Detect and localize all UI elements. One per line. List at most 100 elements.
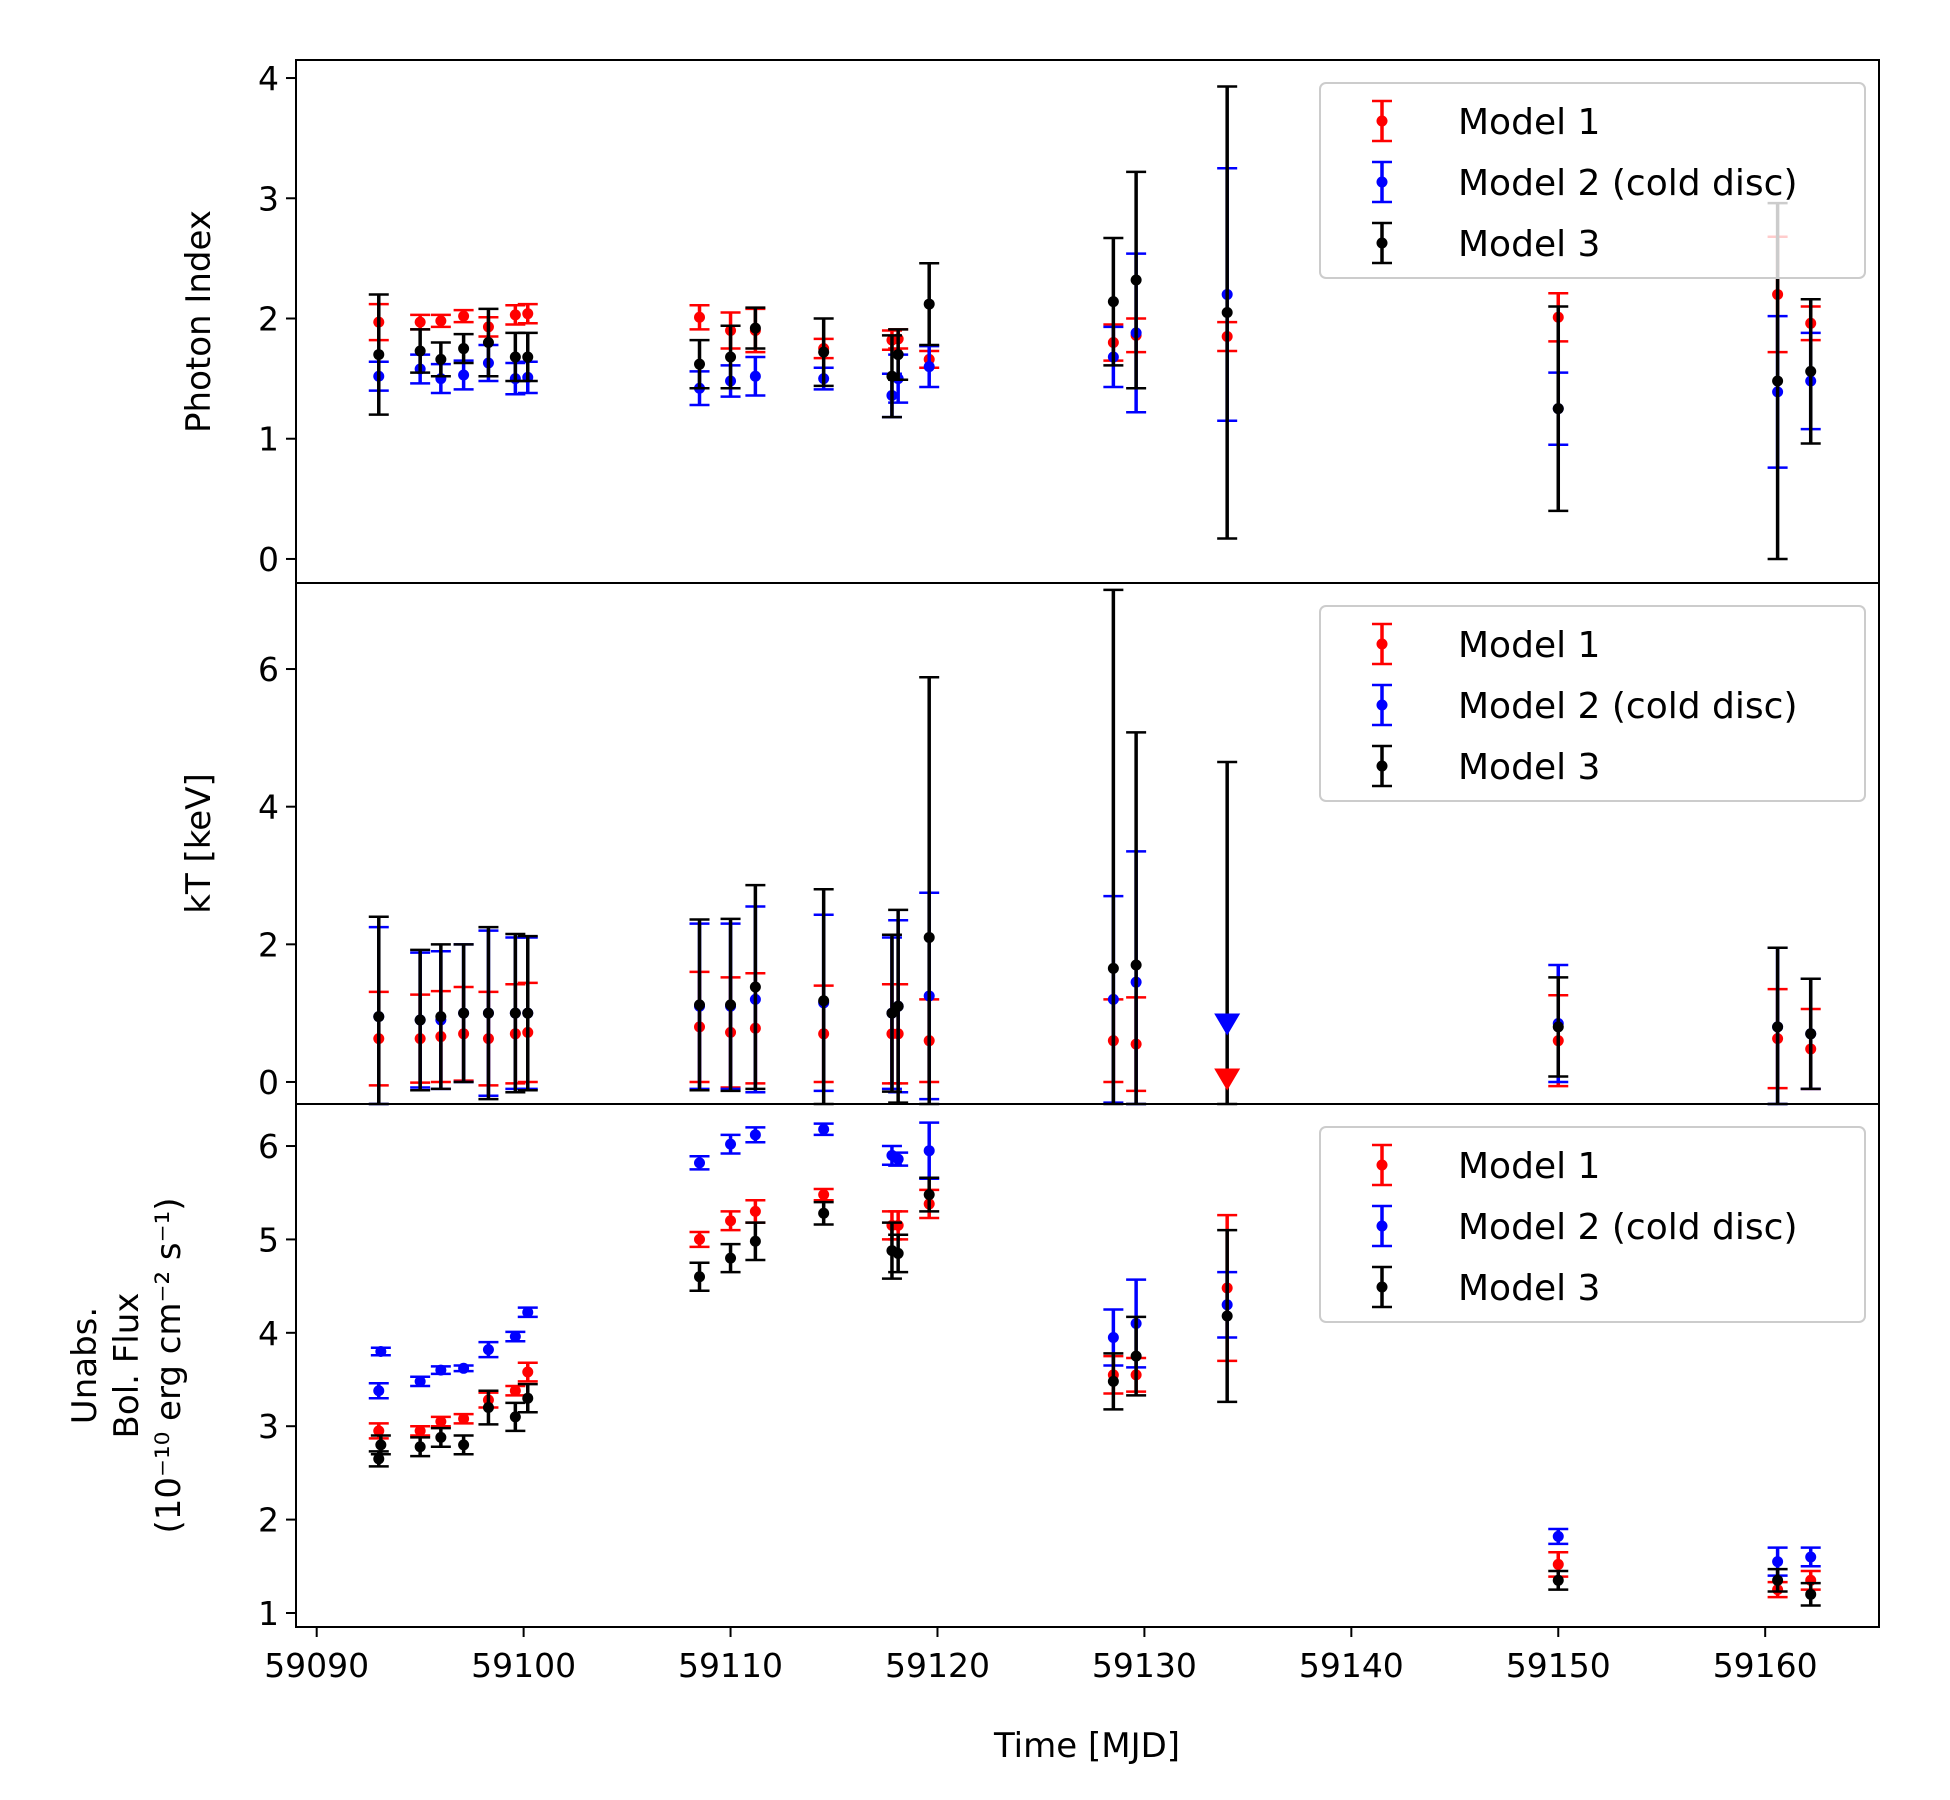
data-point xyxy=(1221,1310,1233,1322)
legend-label: Model 2 (cold disc) xyxy=(1458,686,1798,727)
legend-marker xyxy=(1376,1159,1388,1171)
data-point xyxy=(694,358,706,370)
data-point xyxy=(1221,306,1233,318)
panel-flux: 1 2 3 4 5 6 Unabs. Bol. Flux (10⁻¹⁰ erg cm⁻² s⁻¹… xyxy=(65,1103,1880,1685)
data-point xyxy=(522,1366,534,1378)
x-tick-label: 59130 xyxy=(1092,1646,1197,1685)
data-point xyxy=(458,310,470,322)
data-point xyxy=(435,1011,447,1023)
data-point xyxy=(373,1011,385,1023)
data-point xyxy=(1805,1028,1817,1040)
data-point xyxy=(375,1439,387,1451)
data-point xyxy=(694,999,706,1011)
data-point xyxy=(414,316,426,328)
data-point xyxy=(749,370,761,382)
data-point xyxy=(1552,1558,1564,1570)
data-point xyxy=(818,346,830,358)
y-tick-label: 0 xyxy=(258,540,279,579)
data-point xyxy=(375,1345,387,1357)
chart-panels: 0 1 2 3 4 Photon Index Model 1 Model 2 (cold di… xyxy=(65,59,1880,1685)
x-tick-label: 59140 xyxy=(1299,1646,1404,1685)
data-point xyxy=(725,1252,737,1264)
data-point xyxy=(818,995,830,1007)
data-point xyxy=(1107,1331,1119,1343)
legend-marker xyxy=(1376,1220,1388,1232)
legend-label: Model 1 xyxy=(1458,102,1600,143)
data-point xyxy=(923,1145,935,1157)
data-point xyxy=(482,1402,494,1414)
data-point xyxy=(509,1331,521,1343)
legend-label: Model 2 (cold disc) xyxy=(1458,163,1798,204)
data-point xyxy=(414,1375,426,1387)
y-axis-label: kT [keV] xyxy=(179,773,219,913)
y-tick-label: 3 xyxy=(258,179,279,218)
data-point xyxy=(923,1189,935,1201)
data-point xyxy=(522,351,534,363)
legend-marker xyxy=(1376,638,1388,650)
y-axis-label: Photon Index xyxy=(179,210,219,433)
data-point xyxy=(373,1385,385,1397)
series-model-3 xyxy=(368,588,1821,1106)
data-point xyxy=(482,337,494,349)
data-point xyxy=(435,1364,447,1376)
data-point xyxy=(522,1392,534,1404)
legend-label: Model 1 xyxy=(1458,625,1600,666)
y-tick-label: 2 xyxy=(258,299,279,338)
legend-label: Model 1 xyxy=(1458,1146,1600,1187)
data-point xyxy=(1552,1574,1564,1586)
data-point xyxy=(923,298,935,310)
data-point xyxy=(414,345,426,357)
data-point xyxy=(892,349,904,361)
legend: Model 1 Model 2 (cold disc) Model 3 xyxy=(1319,1126,1866,1323)
data-point xyxy=(509,1007,521,1019)
legend-marker xyxy=(1376,237,1388,249)
y-axis-label: Bol. Flux xyxy=(107,1293,147,1439)
data-point xyxy=(1772,1021,1784,1033)
data-point xyxy=(749,1129,761,1141)
y-tick-label: 5 xyxy=(258,1220,279,1259)
data-point xyxy=(1107,296,1119,308)
panel-photon: 0 1 2 3 4 Photon Index Model 1 Model 2 (cold di… xyxy=(179,59,1880,584)
legend: Model 1 Model 2 (cold disc) Model 3 xyxy=(1319,605,1866,802)
series-model-1 xyxy=(368,970,1821,1093)
y-tick-label: 4 xyxy=(258,59,279,98)
data-point xyxy=(818,1207,830,1219)
data-point xyxy=(414,1425,426,1437)
data-point xyxy=(1805,1551,1817,1563)
y-tick-label: 4 xyxy=(258,788,279,827)
data-point xyxy=(1772,1574,1784,1586)
data-point xyxy=(435,1416,447,1428)
x-tick-label: 59150 xyxy=(1506,1646,1611,1685)
series-model-3 xyxy=(368,1176,1821,1607)
y-tick-label: 2 xyxy=(258,925,279,964)
y-tick-label: 3 xyxy=(258,1407,279,1446)
data-point xyxy=(1805,365,1817,377)
data-point xyxy=(414,1441,426,1453)
data-point xyxy=(509,1385,521,1397)
legend-box xyxy=(1319,605,1866,802)
y-tick-label: 1 xyxy=(258,420,279,459)
data-point xyxy=(509,1411,521,1423)
x-tick-label: 59110 xyxy=(678,1646,783,1685)
data-point xyxy=(522,1306,534,1318)
data-point xyxy=(509,351,521,363)
data-point xyxy=(694,1233,706,1245)
data-point xyxy=(694,1157,706,1169)
data-point xyxy=(458,369,470,381)
data-point xyxy=(373,349,385,361)
data-point xyxy=(509,309,521,321)
data-point xyxy=(749,981,761,993)
data-point xyxy=(1772,375,1784,387)
y-tick-label: 4 xyxy=(258,1314,279,1353)
data-point xyxy=(1552,1530,1564,1542)
data-point xyxy=(1107,1375,1119,1387)
legend-label: Model 3 xyxy=(1458,747,1600,788)
data-point xyxy=(522,1007,534,1019)
x-axis-label: Time [MJD] xyxy=(993,1726,1180,1766)
legend-marker xyxy=(1376,699,1388,711)
legend-box xyxy=(1319,82,1866,279)
data-point xyxy=(1772,1556,1784,1568)
data-point xyxy=(1130,959,1142,971)
data-point xyxy=(522,308,534,320)
